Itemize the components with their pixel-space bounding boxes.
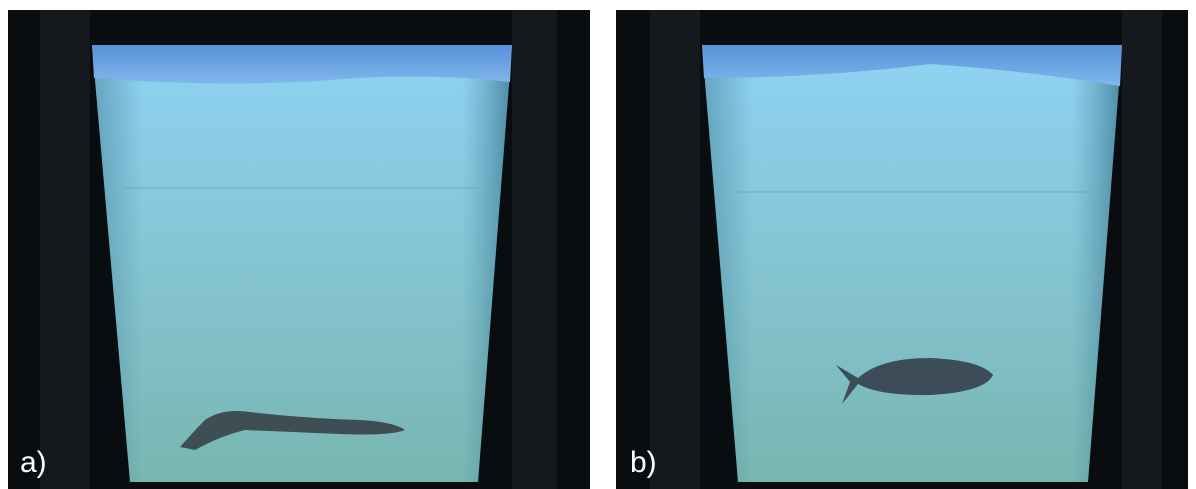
page: a) b) (() => { const data = JSON.parse(d… (0, 0, 1196, 489)
frame (650, 10, 700, 489)
frame (1122, 10, 1162, 489)
panel-label: a) (20, 446, 47, 479)
figure: a) b) (0, 0, 1196, 489)
frame (40, 10, 90, 489)
panel-a: a) (8, 10, 590, 489)
panel-label: b) (630, 446, 657, 479)
panel-b: b) (616, 10, 1188, 489)
frame (512, 10, 557, 489)
tank-shade (92, 45, 512, 482)
tank-shade (702, 45, 1122, 482)
